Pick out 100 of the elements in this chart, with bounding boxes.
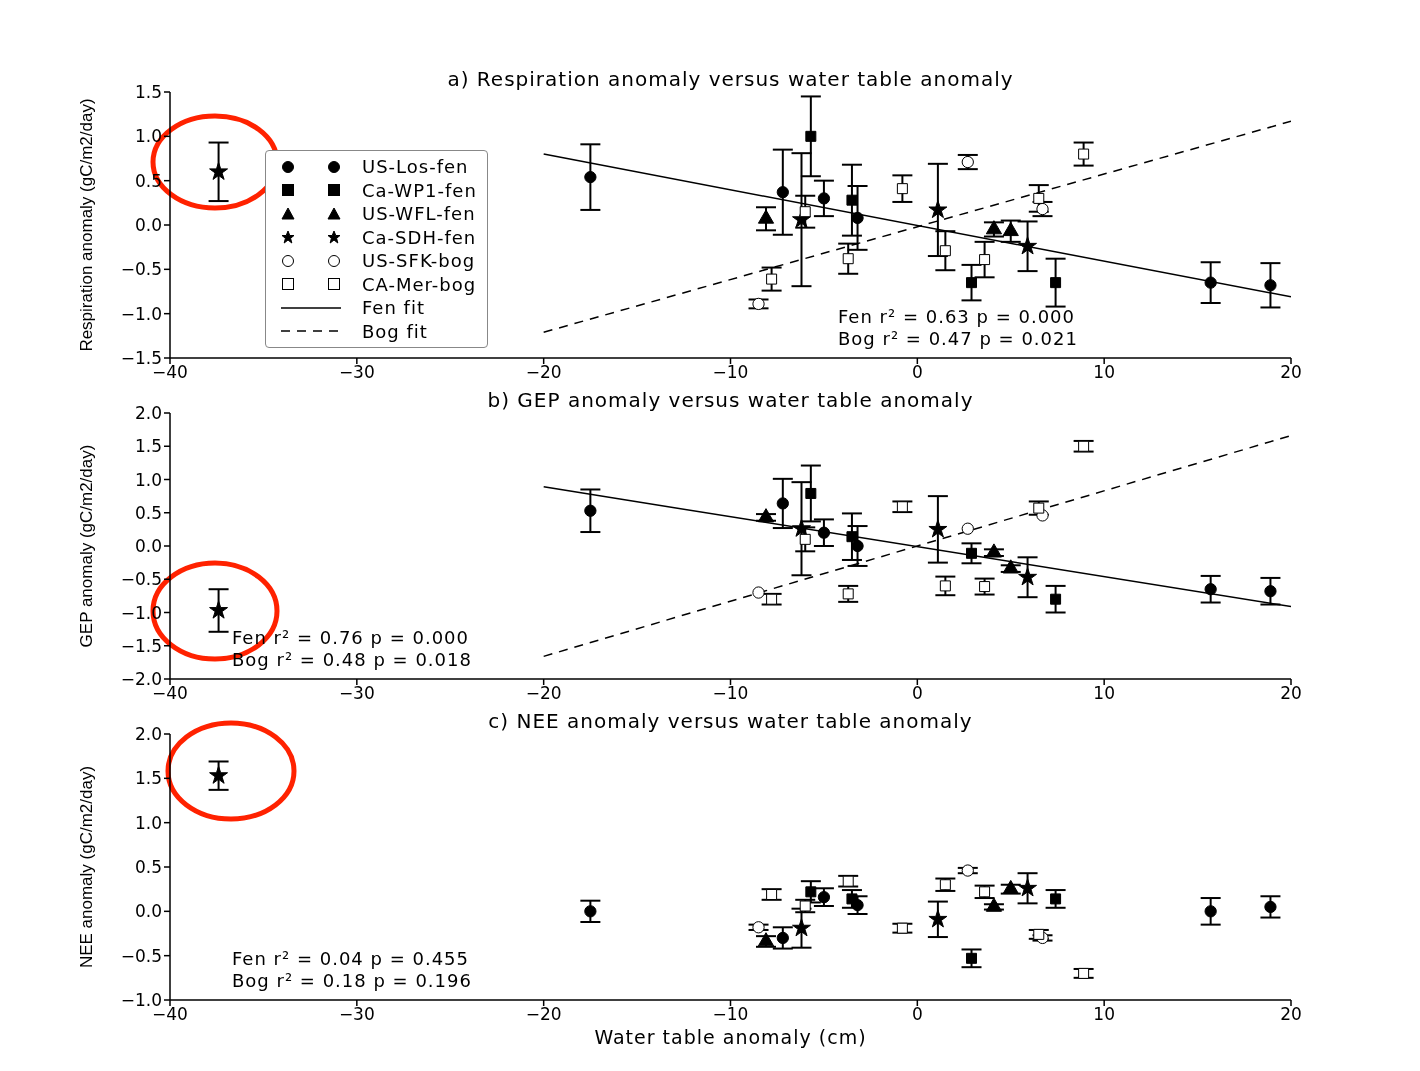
- point: [939, 580, 951, 592]
- point: [1204, 583, 1217, 596]
- y-tick-label: 0.5: [134, 502, 162, 523]
- x-tick-label: 0: [911, 1004, 923, 1025]
- x-tick-label: −20: [525, 362, 562, 383]
- point: [966, 547, 978, 559]
- point: [584, 905, 597, 918]
- y-tick-label: −0.5: [120, 259, 162, 280]
- y-tick-label: 1.0: [134, 812, 162, 833]
- x-tick-label: −30: [338, 683, 375, 704]
- annotation: Bog r² = 0.47 p = 0.021: [838, 328, 1078, 350]
- y-tick-label: 1.0: [134, 469, 162, 490]
- point: [961, 155, 974, 169]
- point: [766, 273, 778, 285]
- x-tick-label: −20: [525, 683, 562, 704]
- point: [792, 918, 811, 937]
- y-tick-label: 0.0: [134, 215, 162, 236]
- point: [752, 586, 765, 599]
- point: [979, 254, 991, 266]
- y-tick-label: −1.0: [120, 303, 162, 324]
- x-tick-label: 20: [1280, 1004, 1302, 1025]
- point: [939, 879, 951, 891]
- x-tick-label: 10: [1093, 362, 1115, 383]
- point: [799, 900, 811, 912]
- legend-label: Ca-WP1-fen: [362, 179, 477, 201]
- annotation: Fen r² = 0.76 p = 0.000: [232, 627, 470, 649]
- y-axis-title: NEE anomaly (gC/m2/day): [77, 765, 97, 969]
- point: [817, 891, 831, 904]
- point: [1033, 928, 1045, 940]
- point: [1002, 559, 1019, 574]
- point: [896, 183, 908, 195]
- x-tick-label: −10: [712, 683, 749, 704]
- point: [757, 508, 775, 523]
- chart-title: b) GEP anomaly versus water table anomaly: [486, 388, 975, 412]
- point: [1264, 900, 1277, 914]
- point: [846, 531, 858, 543]
- point: [1078, 967, 1090, 979]
- y-tick-label: −2.0: [120, 669, 162, 690]
- x-tick-label: −10: [712, 1004, 749, 1025]
- point: [805, 487, 817, 499]
- annotation: Bog r² = 0.18 p = 0.196: [232, 970, 472, 992]
- x-tick-label: 0: [911, 362, 923, 383]
- point: [928, 909, 948, 928]
- legend-label: Fen fit: [362, 297, 425, 319]
- x-tick-label: 20: [1280, 683, 1302, 704]
- point: [851, 539, 864, 553]
- annotation: Fen r² = 0.04 p = 0.455: [232, 948, 470, 970]
- y-tick-label: 0.0: [134, 901, 162, 922]
- point: [1002, 879, 1019, 895]
- point: [209, 600, 229, 619]
- point: [961, 864, 974, 877]
- x-tick-label: −10: [712, 362, 749, 383]
- point: [842, 588, 854, 600]
- y-tick-label: 2.0: [134, 403, 162, 424]
- point: [1018, 236, 1038, 255]
- x-tick-label: 0: [911, 683, 923, 704]
- point: [1078, 440, 1090, 452]
- legend-label: CA-Mer-bog: [362, 273, 477, 295]
- point: [752, 921, 765, 934]
- legend-label: US-WFL-fen: [362, 203, 476, 225]
- point: [209, 161, 229, 180]
- y-tick-label: 0.0: [134, 536, 162, 557]
- point: [966, 277, 978, 289]
- point: [939, 245, 951, 257]
- point: [846, 194, 858, 206]
- point: [1018, 878, 1038, 897]
- point: [1050, 277, 1062, 289]
- point: [1033, 192, 1045, 204]
- point: [961, 522, 974, 535]
- point: [851, 211, 864, 225]
- y-tick-label: −1.0: [120, 990, 162, 1011]
- legend-label: Ca-SDH-fen: [362, 226, 477, 248]
- legend-label: US-SFK-bog: [362, 250, 476, 272]
- y-axis-title: Respiration anomaly (gC/m2/day): [77, 98, 97, 352]
- point: [1050, 893, 1062, 905]
- point: [805, 886, 817, 898]
- point: [1033, 502, 1045, 514]
- point: [766, 593, 778, 605]
- y-tick-label: 1.5: [134, 82, 162, 103]
- point: [1036, 202, 1049, 216]
- point: [1050, 593, 1062, 605]
- point: [817, 526, 831, 539]
- chart-title: a) Respiration anomaly versus water table anomaly: [446, 67, 1015, 91]
- point: [584, 504, 597, 517]
- y-tick-label: −0.5: [120, 569, 162, 590]
- point: [846, 893, 858, 905]
- point: [792, 518, 811, 537]
- point: [209, 765, 229, 784]
- point: [817, 192, 831, 205]
- y-tick-label: 2.0: [134, 724, 162, 745]
- point: [896, 501, 908, 513]
- point: [985, 543, 1003, 558]
- y-tick-label: 1.5: [134, 768, 162, 789]
- y-tick-label: −1.5: [120, 635, 162, 656]
- point: [842, 253, 854, 265]
- y-tick-label: 0.5: [134, 857, 162, 878]
- x-axis-title: Water table anomaly (cm): [593, 1025, 868, 1050]
- x-tick-label: −30: [338, 362, 375, 383]
- point: [928, 199, 948, 219]
- point: [752, 297, 765, 311]
